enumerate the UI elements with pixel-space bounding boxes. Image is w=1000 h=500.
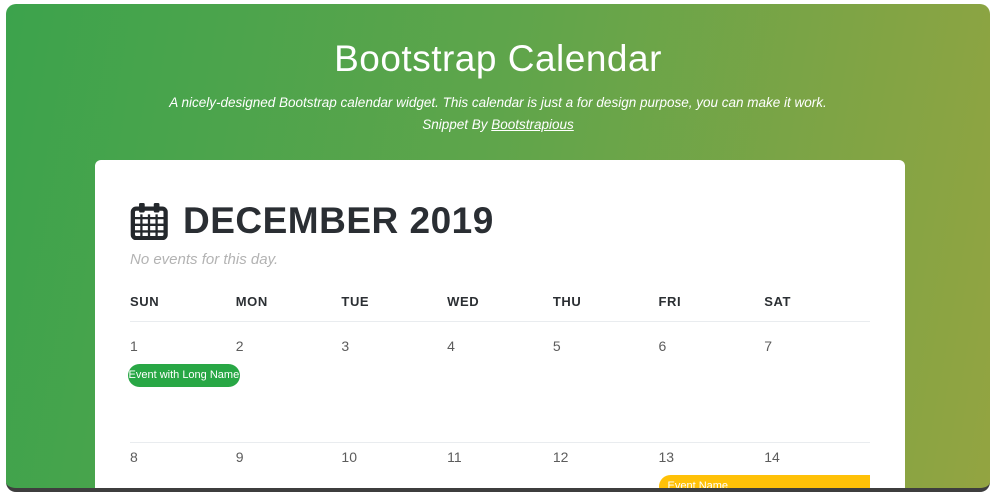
day-number: 5 <box>552 338 561 354</box>
day-number: 4 <box>447 338 455 354</box>
day-cell-1: 1 Event with Long Name <box>128 322 240 443</box>
day-number: 13 <box>658 449 675 465</box>
weekday-fri: FRI <box>658 294 765 322</box>
weekday-sun: SUN <box>130 294 236 322</box>
snippet-prefix: Snippet By <box>422 117 492 132</box>
day-cell-13: 13 Event Name <box>658 442 870 488</box>
page-header: Bootstrap Calendar A nicely-designed Boo… <box>6 4 990 132</box>
weekday-sat: SAT <box>764 294 870 322</box>
day-cell-9: 9 <box>235 442 342 488</box>
no-events-status: No events for this day. <box>130 251 279 268</box>
day-number: 3 <box>341 338 350 354</box>
page-lead: A nicely-designed Bootstrap calendar wid… <box>169 95 827 110</box>
calendar-card: DECEMBER 2019 No events for this day. SU… <box>95 160 905 488</box>
day-cell-5: 5 <box>553 322 659 443</box>
day-number: 14 <box>764 449 780 465</box>
day-number: 12 <box>552 449 569 465</box>
day-cell-11: 11 <box>447 442 553 488</box>
day-number: 11 <box>447 449 462 465</box>
day-number: 10 <box>341 449 357 465</box>
weekday-thu: THU <box>552 294 659 322</box>
month-title: DECEMBER 2019 <box>183 200 494 241</box>
weekday-mon: MON <box>235 294 342 322</box>
weekday-tue: TUE <box>341 294 448 322</box>
snippet-line: Snippet By Bootstrapious <box>6 117 990 132</box>
day-number: 9 <box>235 449 244 465</box>
day-cell-3: 3 <box>341 322 447 443</box>
week-row-2: 8 9 10 11 12 13 Event Name 14 <box>130 442 870 488</box>
day-number: 8 <box>130 449 138 465</box>
day-number: 6 <box>658 338 667 354</box>
day-cell-8: 8 <box>130 442 236 488</box>
day-cell-2: 2 <box>236 322 342 443</box>
day-cell-4: 4 <box>447 322 553 443</box>
day-cell-14: 14 <box>764 442 870 488</box>
day-cell-12: 12 <box>552 442 659 488</box>
day-number: 2 <box>235 338 244 354</box>
day-number: 7 <box>764 338 773 354</box>
event-pill[interactable]: Event with Long Name <box>128 364 240 387</box>
bootstrapious-link[interactable]: Bootstrapious <box>491 117 574 132</box>
calendar-table: SUN MON TUE WED THU FRI SAT 1 Event with Long N… <box>128 294 870 488</box>
weekday-wed: WED <box>447 294 553 322</box>
week-row-1: 1 Event with Long Name 2 3 4 5 6 7 <box>128 322 870 443</box>
day-cell-7: 7 <box>764 322 870 443</box>
calendar-icon <box>130 202 168 240</box>
month-header: DECEMBER 2019 <box>130 200 870 242</box>
day-number: 1 <box>130 338 138 354</box>
day-cell-10: 10 <box>341 442 448 488</box>
page-title: Bootstrap Calendar <box>334 38 662 79</box>
day-cell-6: 6 <box>659 322 765 443</box>
screenshot-frame: Bootstrap Calendar A nicely-designed Boo… <box>6 4 990 492</box>
